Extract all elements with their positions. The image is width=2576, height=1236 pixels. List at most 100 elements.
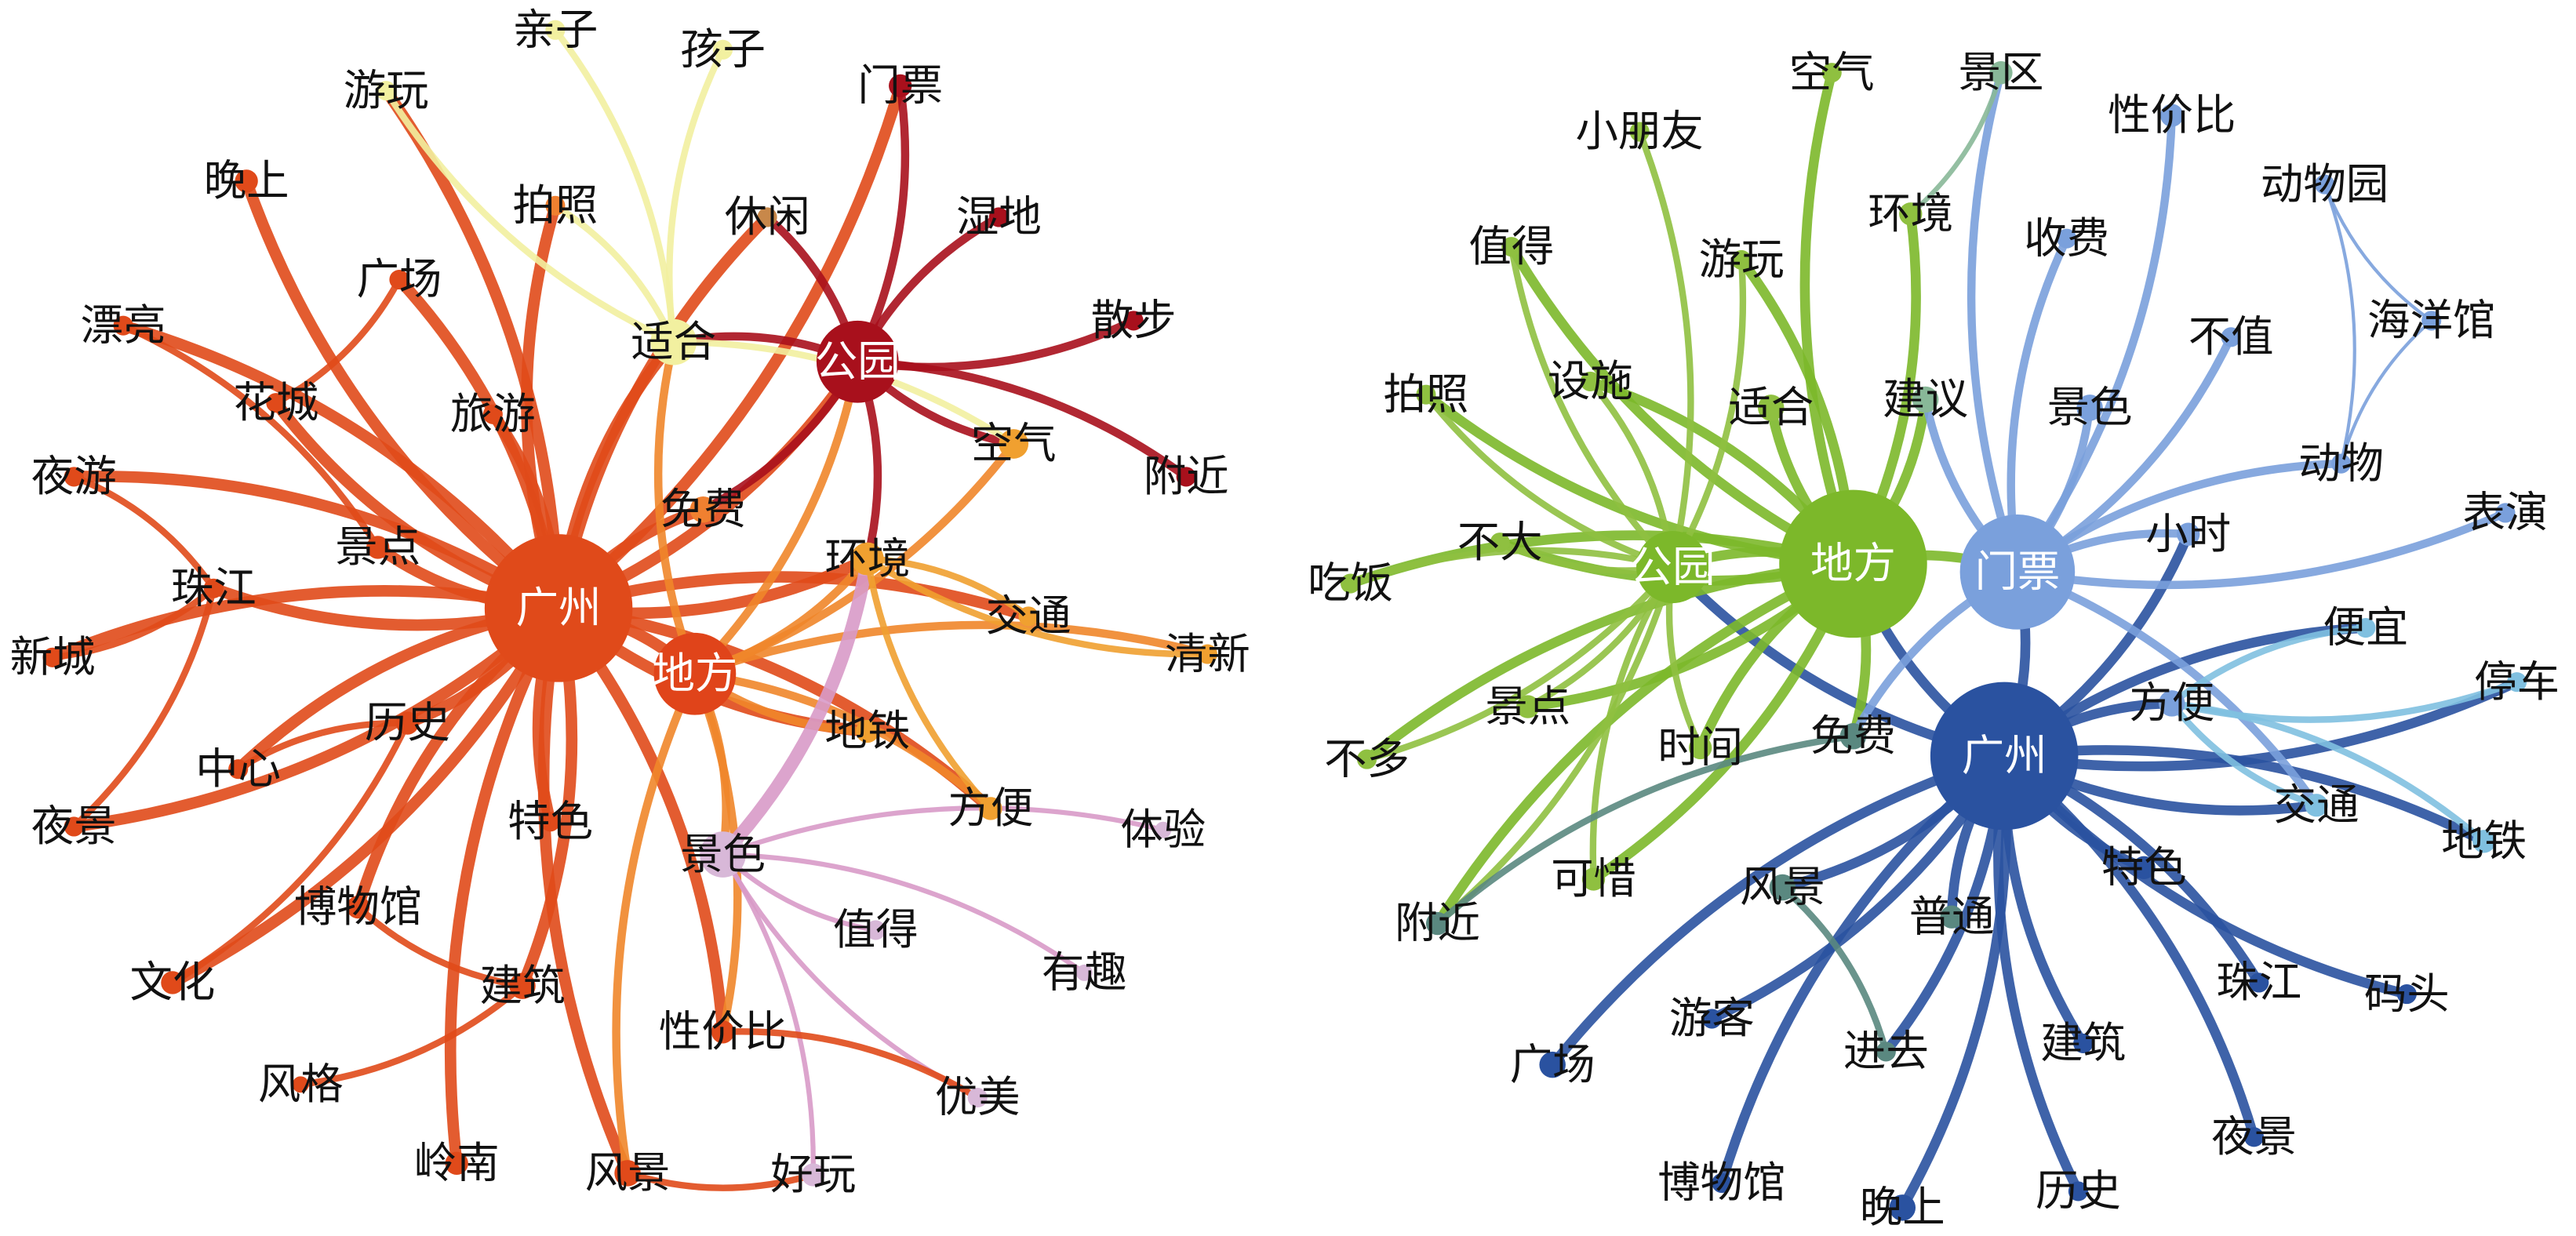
node [1516,695,1540,718]
node-label: 散步 [1091,295,1177,345]
node [1757,394,1785,421]
node [999,429,1029,459]
node [850,542,884,576]
node-label: 优美 [935,1072,1021,1122]
node-label: 夜景 [31,801,117,851]
node-label: 方便 [2129,678,2214,728]
node-label: 景色 [2047,382,2133,432]
edge [1362,558,1858,765]
node [712,39,733,60]
node [1501,237,1522,257]
node-label: 建筑 [480,960,566,1010]
node [2073,1033,2094,1054]
node-label: 特色 [2101,842,2187,892]
edge [1432,558,1858,929]
node-label: 广州 [516,583,602,633]
node [1539,1051,1566,1078]
node-label: 特色 [508,796,593,846]
node-label: 广场 [356,254,442,304]
edge [380,85,565,614]
node [889,74,912,98]
edge [2013,508,2510,590]
edge [720,852,981,1100]
node [2068,1181,2088,1201]
edge [612,669,700,1178]
node [2305,794,2328,817]
edge [272,276,403,406]
node-label: 设施 [1548,356,1633,406]
node [967,1087,988,1108]
node [757,207,777,227]
node [266,393,286,413]
edge [853,358,1191,482]
node [1197,644,1217,664]
node [1341,573,1361,594]
node-label: 风景 [585,1147,671,1198]
node [2472,830,2496,853]
edge [1434,563,1676,927]
edge [666,46,726,346]
node [346,895,370,919]
node [2132,856,2156,880]
node [1636,530,1709,604]
edge [2339,318,2433,466]
node [2356,618,2376,638]
node [64,467,84,487]
node-label: 漂亮 [81,300,166,350]
edge [1668,256,1747,571]
edge [690,669,995,813]
node [653,632,737,715]
node-label: 珠江 [171,562,257,613]
node [1989,61,2013,85]
node-label: 历史 [2036,1165,2121,1216]
node [376,81,396,101]
node [1779,489,1927,638]
node-label: 交通 [986,591,1072,641]
edge [1363,563,1676,763]
node-label: 附近 [1144,451,1229,501]
node [1490,533,1510,553]
edge [1908,70,2004,216]
edge [355,903,526,990]
node [1959,514,2076,630]
node-label: 附近 [1395,898,1480,948]
node-label: 小朋友 [1576,106,1704,156]
edge [1716,751,2010,1188]
node-label: 不值 [2189,311,2274,362]
node [1689,736,1712,760]
node [1356,749,1377,769]
node-label: 岭南 [414,1138,500,1188]
node-label: 景点 [335,522,420,572]
node [1912,386,1939,413]
node-label: 景区 [1959,47,2044,97]
edge [297,982,526,1088]
node-label: 湿地 [956,191,1042,242]
edge [240,175,565,614]
edge [624,1169,817,1191]
edge [864,555,1211,658]
edge [2168,700,2487,845]
node-label: 时间 [1657,722,1743,772]
edge [1347,547,1676,587]
node-label: 拍照 [1383,369,1468,419]
node-label: 值得 [833,904,919,954]
node-label: 地方 [1810,538,1896,588]
node [711,1020,735,1044]
edge [1547,751,2010,1070]
node-label: 晚上 [204,155,289,205]
node-label: 门票 [857,60,943,111]
node [979,797,1002,820]
edge [235,719,411,772]
node [292,1076,309,1093]
node-label: 广州 [1962,730,2047,780]
node-label: 地铁 [824,706,910,756]
node-label: 亲子 [512,4,598,54]
node [2314,174,2335,194]
node-label: 历史 [365,697,450,747]
edge [1779,884,1890,1056]
node [64,816,84,837]
node [545,20,566,40]
node-label: 环境 [1868,188,1953,238]
